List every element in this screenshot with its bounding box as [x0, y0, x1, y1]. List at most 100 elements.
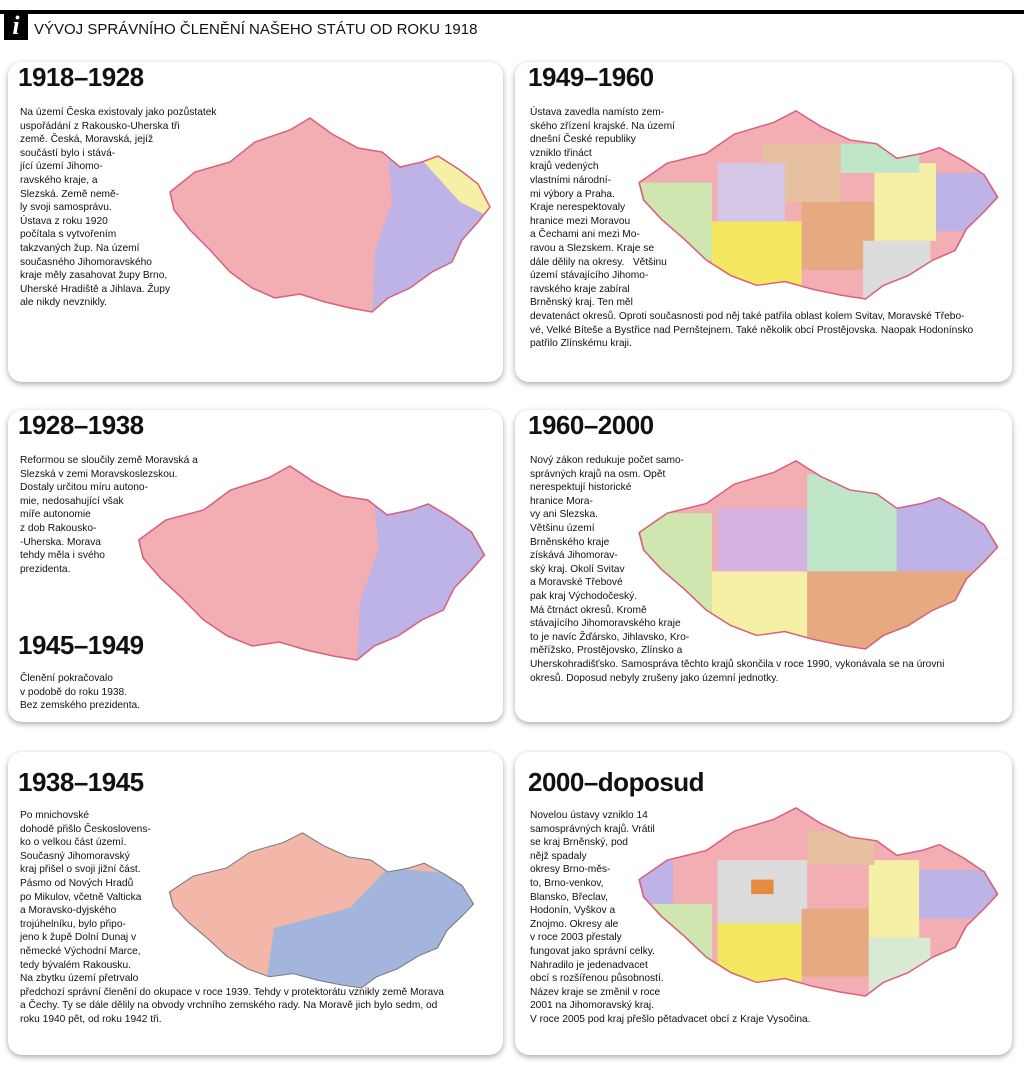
- text-line: Na území Česka existovaly jako pozůstate…: [20, 107, 217, 118]
- text-line: z dob Rakousko-: [20, 523, 97, 534]
- text-line: Hodonín, Vyškov a: [530, 905, 616, 917]
- text-line: Má čtrnáct okresů. Kromě: [530, 604, 647, 616]
- text-line: dohodě přišlo Českoslovens-: [20, 823, 151, 835]
- text-line: Novelou ústavy vzniklo 14: [530, 810, 648, 821]
- text-line: a Čechy. Ty se dále dělily na obvody vrc…: [20, 1000, 438, 1012]
- text-line: vy ani Slezska.: [530, 509, 598, 521]
- text-line: součástí bylo i stává-: [20, 147, 116, 159]
- text-line: měřížsko, Prostějovsko, Zlínsko a: [530, 645, 683, 657]
- text-line: a Čechami ani mezi Mo-: [530, 229, 640, 241]
- header-icon: i: [4, 12, 28, 40]
- text-line: ravského kraje, a: [20, 175, 98, 186]
- map: [638, 459, 999, 650]
- text-line: a Moravsko-dyjského: [20, 905, 117, 917]
- panel-heading: 1960–2000: [528, 410, 654, 440]
- text-line: Znojmo. Okresy ale: [530, 918, 619, 930]
- text-line: Nahradilo je jedenadvacet: [530, 959, 648, 971]
- map: [137, 465, 486, 661]
- text-line: nerespektují historické: [530, 482, 632, 494]
- text-line: prezidenta.: [20, 563, 71, 575]
- text-line: Blansko, Břeclav,: [530, 891, 608, 903]
- text-line: fungovat jako správní celky.: [530, 946, 655, 957]
- text-line: vlastními národní-: [530, 175, 611, 186]
- text-line: Slezská v zemi Moravskoslezskou.: [20, 468, 178, 480]
- text-line: získává Jihomorav-: [530, 550, 618, 562]
- text-line: ský kraj. Okolí Svitav: [530, 563, 625, 575]
- text-line: takzvaných žup. Na území: [20, 243, 140, 254]
- text-line: správných krajů na osm. Opět: [530, 468, 666, 480]
- text-line: ale nikdy nevznikly.: [20, 297, 108, 309]
- text-line: -Uherska. Morava: [20, 536, 101, 548]
- text-line: v roce 2003 přestaly: [530, 932, 622, 944]
- map: [169, 117, 491, 313]
- text-line: dále dělily na okresy. Většinu: [530, 256, 667, 268]
- text-line: Uherskohradišťsko. Samospráva těchto kra…: [530, 659, 945, 670]
- text-line: devatenáct okresů. Oproti současnosti po…: [530, 311, 965, 322]
- text-line: nějž spadaly: [530, 850, 587, 862]
- text-line: hranice Mora-: [530, 495, 593, 507]
- text-line: Současný Jihomoravský: [20, 850, 130, 862]
- text-line: stávajícího Jihomoravského kraje: [530, 618, 681, 630]
- text-line: mie, nedosahující však: [20, 495, 124, 507]
- panel-heading: 2000–doposud: [528, 767, 705, 797]
- text-line: jeno k župě Dolní Dunaj v: [20, 932, 137, 944]
- text-line: tehdy měla i svého: [20, 550, 105, 562]
- text-line: německé Východní Marce,: [20, 946, 141, 957]
- header-title: VÝVOJ SPRÁVNÍHO ČLENĚNÍ NAŠEHO STÁTU OD …: [34, 21, 478, 38]
- text-line: ko o velkou část území.: [20, 837, 127, 849]
- text-line: patřilo Zlínskému kraji.: [530, 338, 632, 350]
- text-line: vé, Velké Bíteše a Bystřice nad Pernštej…: [530, 324, 974, 336]
- text-line: Reformou se sloučily země Moravská a: [20, 455, 198, 466]
- map: [638, 806, 999, 997]
- text-line: Brněnského kraje: [530, 536, 610, 548]
- text-line: Brněnský kraj. Ten měl: [530, 297, 633, 309]
- text-line: vzniklo třináct: [530, 147, 592, 159]
- text-line: v podobě do roku 1938.: [20, 686, 128, 698]
- text-line: předchozí správní členění do okupace v r…: [20, 986, 444, 998]
- text-line: ly svoji samosprávu.: [20, 202, 112, 214]
- text-line: počítala s vytvořením: [20, 229, 117, 241]
- text-line: ravou a Slezskem. Kraje se: [530, 243, 655, 254]
- text-line: jící území Jihomo-: [20, 161, 103, 173]
- text-line: po Mikulov, včetně Valticka: [20, 891, 142, 903]
- text-line: 2001 na Jihomoravský kraj.: [530, 1000, 655, 1012]
- text-line: dnešní České republiky: [530, 134, 636, 146]
- panel-heading: 1918–1928: [18, 62, 144, 92]
- text-line: Uherské Hradiště a Jihlava. Župy: [20, 283, 171, 295]
- text-line: roku 1940 pět, od roku 1942 tři.: [20, 1014, 162, 1025]
- panel-heading: 1938–1945: [18, 767, 144, 797]
- text-line: Slezská. Země nemě-: [20, 188, 120, 200]
- text-line: uspořádání z Rakousko-Uherska tři: [20, 120, 180, 132]
- text-line: Po mnichovské: [20, 810, 90, 821]
- panel-heading: 1928–1938: [18, 410, 144, 440]
- map: [168, 832, 475, 989]
- text-line: to je navíc Žďársko, Jihlavsko, Kro-: [530, 631, 690, 643]
- text-line: okresů. Doposud nebyly zrušeny jako územ…: [530, 672, 779, 684]
- text-line: a Moravské Třebové: [530, 577, 623, 589]
- text-line: ského zřízení krajské. Na území: [530, 120, 675, 132]
- text-line: pak kraj Východočeský.: [530, 591, 638, 602]
- header-bar: [0, 10, 1024, 14]
- text-line: V roce 2005 pod kraj přešlo pětadvacet o…: [530, 1014, 811, 1025]
- text-line: Ústava zavedla namísto zem-: [530, 107, 665, 118]
- text-line: se kraj Brněnský, pod: [530, 837, 628, 849]
- text-line: kraj přišel o svoji jižní část.: [20, 864, 141, 876]
- text-line: Nový zákon redukuje počet samo-: [530, 455, 685, 466]
- text-line: okresy Brno-měs-: [530, 864, 611, 876]
- text-line: současného Jihomoravského: [20, 256, 152, 268]
- panel-heading: 1945–1949: [18, 630, 144, 660]
- text-line: samosprávných krajů. Vrátil: [530, 823, 655, 835]
- text-line: Pásmo od Nových Hradů: [20, 878, 134, 889]
- text-line: Většinu území: [530, 523, 595, 534]
- text-line: tedy bývalém Rakousku.: [20, 959, 131, 971]
- text-line: Kraje nerespektovaly: [530, 202, 626, 214]
- text-line: Dostaly určitou míru autono-: [20, 482, 148, 494]
- text-line: Bez zemského prezidenta.: [20, 700, 141, 712]
- text-line: krajů vedených: [530, 161, 599, 173]
- text-line: mi výbory a Praha.: [530, 188, 615, 200]
- text-line: ravského kraje zabíral: [530, 283, 630, 295]
- text-line: území stávajícího Jihomo-: [530, 270, 649, 282]
- text-line: míře autonomie: [20, 509, 91, 521]
